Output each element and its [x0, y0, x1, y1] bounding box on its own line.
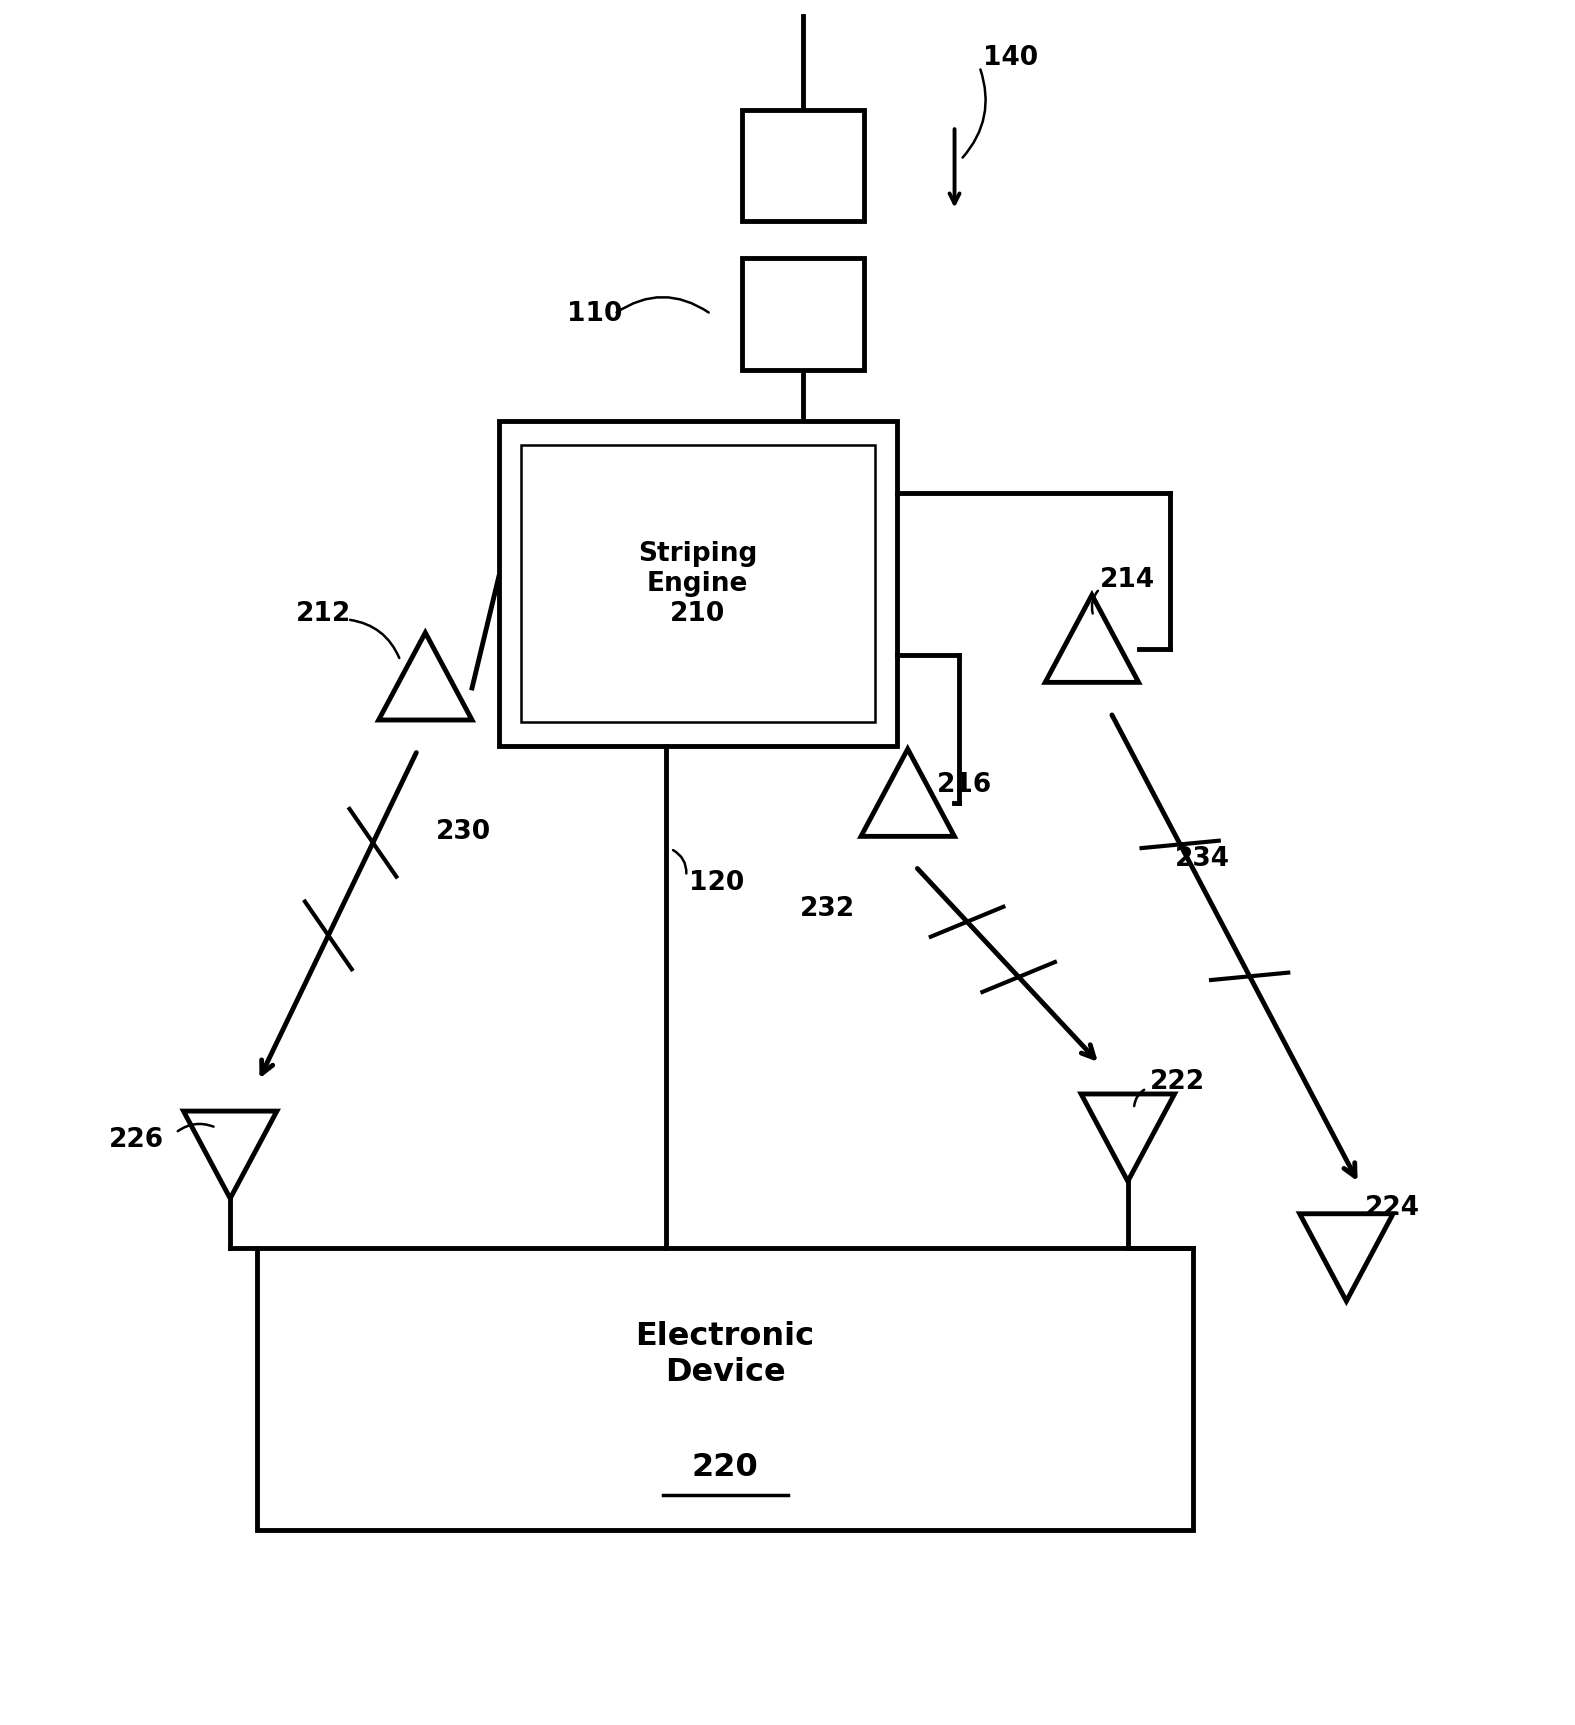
- Text: 120: 120: [690, 869, 745, 895]
- Bar: [257, 1247, 1194, 1530]
- Text: 212: 212: [296, 602, 351, 628]
- Bar: [499, 421, 896, 747]
- Text: 110: 110: [567, 302, 622, 328]
- Text: 230: 230: [436, 819, 491, 845]
- Text: Striping
Engine
210: Striping Engine 210: [638, 540, 758, 626]
- Text: 222: 222: [1150, 1068, 1205, 1095]
- Text: 226: 226: [109, 1126, 164, 1152]
- Text: 220: 220: [691, 1452, 759, 1484]
- Bar: [521, 445, 876, 723]
- Text: 140: 140: [983, 45, 1038, 71]
- Text: 234: 234: [1175, 845, 1230, 873]
- Text: 214: 214: [1099, 568, 1154, 593]
- Bar: [742, 259, 865, 369]
- Bar: [742, 110, 865, 221]
- Text: 216: 216: [937, 773, 992, 799]
- Text: 232: 232: [800, 895, 855, 921]
- Text: 224: 224: [1366, 1195, 1421, 1221]
- Text: Electronic
Device: Electronic Device: [635, 1321, 814, 1389]
